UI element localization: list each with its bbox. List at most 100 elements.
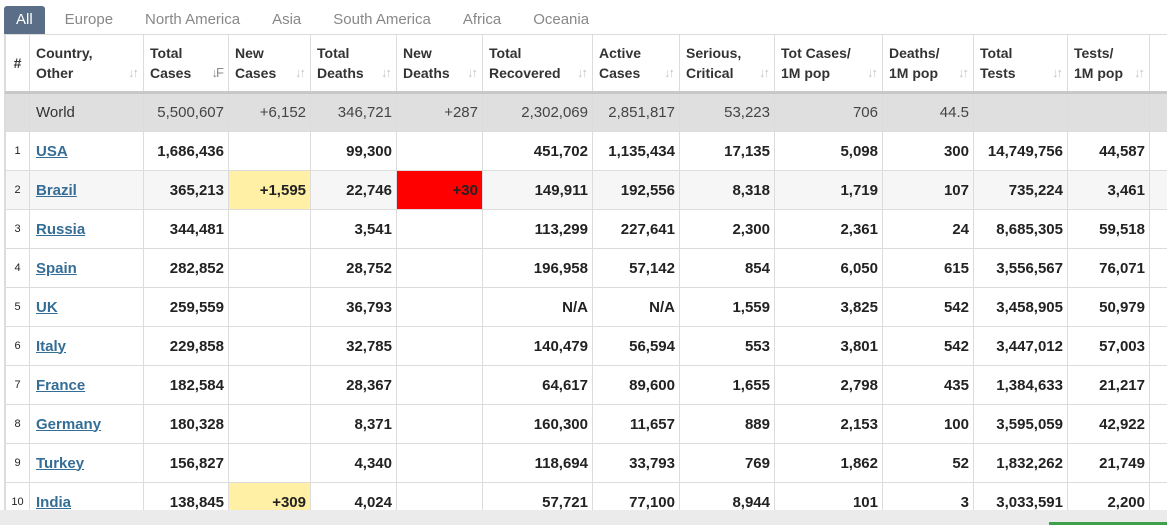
row-index: 6 bbox=[5, 326, 30, 366]
cases-per-million-cell: 6,050 bbox=[774, 248, 883, 288]
total-deaths-cell: 22,746 bbox=[310, 170, 397, 210]
column-header-total-cases[interactable]: Total Cases ↓F bbox=[143, 34, 229, 94]
world-label: World bbox=[29, 92, 144, 132]
new-deaths-cell bbox=[396, 287, 483, 327]
row-index: 1 bbox=[5, 131, 30, 171]
country-cell: Italy bbox=[29, 326, 144, 366]
tests-per-million-cell: 3,461 bbox=[1067, 170, 1150, 210]
total-deaths-cell: 32,785 bbox=[310, 326, 397, 366]
total-recovered-cell: 149,911 bbox=[482, 170, 593, 210]
deaths-per-million-cell: 542 bbox=[882, 287, 974, 327]
column-header-new-deaths[interactable]: New Deaths ↓↑ bbox=[396, 34, 483, 94]
horizontal-scrollbar[interactable] bbox=[0, 510, 1167, 525]
country-link[interactable]: USA bbox=[36, 142, 68, 160]
cases-per-million-cell: 2,798 bbox=[774, 365, 883, 405]
overflow-cell bbox=[1149, 482, 1167, 510]
total-recovered-cell: 113,299 bbox=[482, 209, 593, 249]
table-row: 9 Turkey 156,827 4,340 118,694 33,793 76… bbox=[5, 443, 1167, 483]
total-recovered-cell: N/A bbox=[482, 287, 593, 327]
country-link[interactable]: Brazil bbox=[36, 181, 77, 199]
total-recovered-cell: 64,617 bbox=[482, 365, 593, 405]
overflow-cell bbox=[1149, 248, 1167, 288]
column-header-country[interactable]: Country, Other ↓↑ bbox=[29, 34, 144, 94]
total-cases-cell: 180,328 bbox=[143, 404, 229, 444]
total-tests-cell: 3,556,567 bbox=[973, 248, 1068, 288]
tab-oceania[interactable]: Oceania bbox=[533, 11, 590, 28]
tab-africa[interactable]: Africa bbox=[462, 11, 502, 28]
header-line-1: Active bbox=[599, 45, 642, 61]
header-line-1: Country, bbox=[36, 45, 93, 61]
row-index: 3 bbox=[5, 209, 30, 249]
sort-icon: ↓↑ bbox=[759, 65, 770, 80]
column-header-total-deaths[interactable]: Total Deaths ↓↑ bbox=[310, 34, 397, 94]
country-link[interactable]: Germany bbox=[36, 415, 102, 433]
active-cases-cell: N/A bbox=[592, 287, 680, 327]
total-deaths-cell: 99,300 bbox=[310, 131, 397, 171]
column-header-total-tests[interactable]: Total Tests ↓↑ bbox=[973, 34, 1068, 94]
deaths-per-million-cell: 107 bbox=[882, 170, 974, 210]
deaths-per-million-cell: 24 bbox=[882, 209, 974, 249]
total-tests-cell: 3,447,012 bbox=[973, 326, 1068, 366]
column-header-tests-per-million[interactable]: Tests/ 1M pop ↓↑ bbox=[1067, 34, 1150, 94]
total-deaths-cell: 28,752 bbox=[310, 248, 397, 288]
serious-critical-cell: 1,655 bbox=[679, 365, 775, 405]
new-deaths-cell bbox=[396, 404, 483, 444]
overflow-cell bbox=[1149, 365, 1167, 405]
new-deaths-cell bbox=[396, 326, 483, 366]
active-cases-cell: 89,600 bbox=[592, 365, 680, 405]
country-link[interactable]: Spain bbox=[36, 259, 77, 277]
sort-icon: ↓↑ bbox=[867, 65, 878, 80]
tests-per-million-cell: 50,979 bbox=[1067, 287, 1150, 327]
country-link[interactable]: India bbox=[36, 493, 72, 511]
column-header-new-cases[interactable]: New Cases ↓↑ bbox=[228, 34, 311, 94]
deaths-per-million-cell: 542 bbox=[882, 326, 974, 366]
new-deaths-cell bbox=[396, 365, 483, 405]
total-cases-cell: 344,481 bbox=[143, 209, 229, 249]
tab-europe[interactable]: Europe bbox=[64, 11, 114, 28]
country-link[interactable]: UK bbox=[36, 298, 58, 316]
deaths-per-million-cell: 300 bbox=[882, 131, 974, 171]
header-line-2: 1M pop bbox=[781, 65, 830, 81]
serious-critical-cell: 2,300 bbox=[679, 209, 775, 249]
tab-north-america[interactable]: North America bbox=[145, 11, 241, 28]
total-recovered-cell: 118,694 bbox=[482, 443, 593, 483]
row-index: 5 bbox=[5, 287, 30, 327]
active-cases-cell: 192,556 bbox=[592, 170, 680, 210]
country-link[interactable]: Russia bbox=[36, 220, 86, 238]
total-recovered-cell: 160,300 bbox=[482, 404, 593, 444]
active-cases-cell: 33,793 bbox=[592, 443, 680, 483]
total-deaths-cell: 36,793 bbox=[310, 287, 397, 327]
country-link[interactable]: Turkey bbox=[36, 454, 85, 472]
table-header-row: # Country, Other ↓↑ Total Cases ↓F New C… bbox=[5, 34, 1167, 94]
table-row: 6 Italy 229,858 32,785 140,479 56,594 55… bbox=[5, 326, 1167, 366]
country-cell: France bbox=[29, 365, 144, 405]
country-link[interactable]: Italy bbox=[36, 337, 67, 355]
deaths-per-million-cell: 3 bbox=[882, 482, 974, 510]
serious-critical-cell: 8,944 bbox=[679, 482, 775, 510]
new-deaths-cell bbox=[396, 482, 483, 510]
new-cases-cell bbox=[228, 287, 311, 327]
column-header-deaths-per-million[interactable]: Deaths/ 1M pop ↓↑ bbox=[882, 34, 974, 94]
deaths-per-million-cell: 52 bbox=[882, 443, 974, 483]
column-header-serious-critical[interactable]: Serious, Critical ↓↑ bbox=[679, 34, 775, 94]
tab-all[interactable]: All bbox=[4, 6, 45, 34]
column-header-cases-per-million[interactable]: Tot Cases/ 1M pop ↓↑ bbox=[774, 34, 883, 94]
deaths-per-million-cell: 100 bbox=[882, 404, 974, 444]
table-row: 4 Spain 282,852 28,752 196,958 57,142 85… bbox=[5, 248, 1167, 288]
overflow-cell bbox=[1149, 287, 1167, 327]
total-recovered-cell: 196,958 bbox=[482, 248, 593, 288]
serious-critical-cell: 889 bbox=[679, 404, 775, 444]
tab-south-america[interactable]: South America bbox=[333, 11, 431, 28]
column-header-active-cases[interactable]: Active Cases ↓↑ bbox=[592, 34, 680, 94]
header-line-2: Deaths bbox=[403, 65, 450, 81]
tab-asia[interactable]: Asia bbox=[272, 11, 302, 28]
country-cell: Turkey bbox=[29, 443, 144, 483]
country-link[interactable]: France bbox=[36, 376, 86, 394]
new-cases-cell: +6,152 bbox=[228, 92, 311, 132]
country-cell: Spain bbox=[29, 248, 144, 288]
table-row: 3 Russia 344,481 3,541 113,299 227,641 2… bbox=[5, 209, 1167, 249]
total-tests-cell: 14,749,756 bbox=[973, 131, 1068, 171]
new-cases-cell bbox=[228, 326, 311, 366]
header-line-1: Deaths/ bbox=[889, 45, 940, 61]
column-header-total-recovered[interactable]: Total Recovered ↓↑ bbox=[482, 34, 593, 94]
